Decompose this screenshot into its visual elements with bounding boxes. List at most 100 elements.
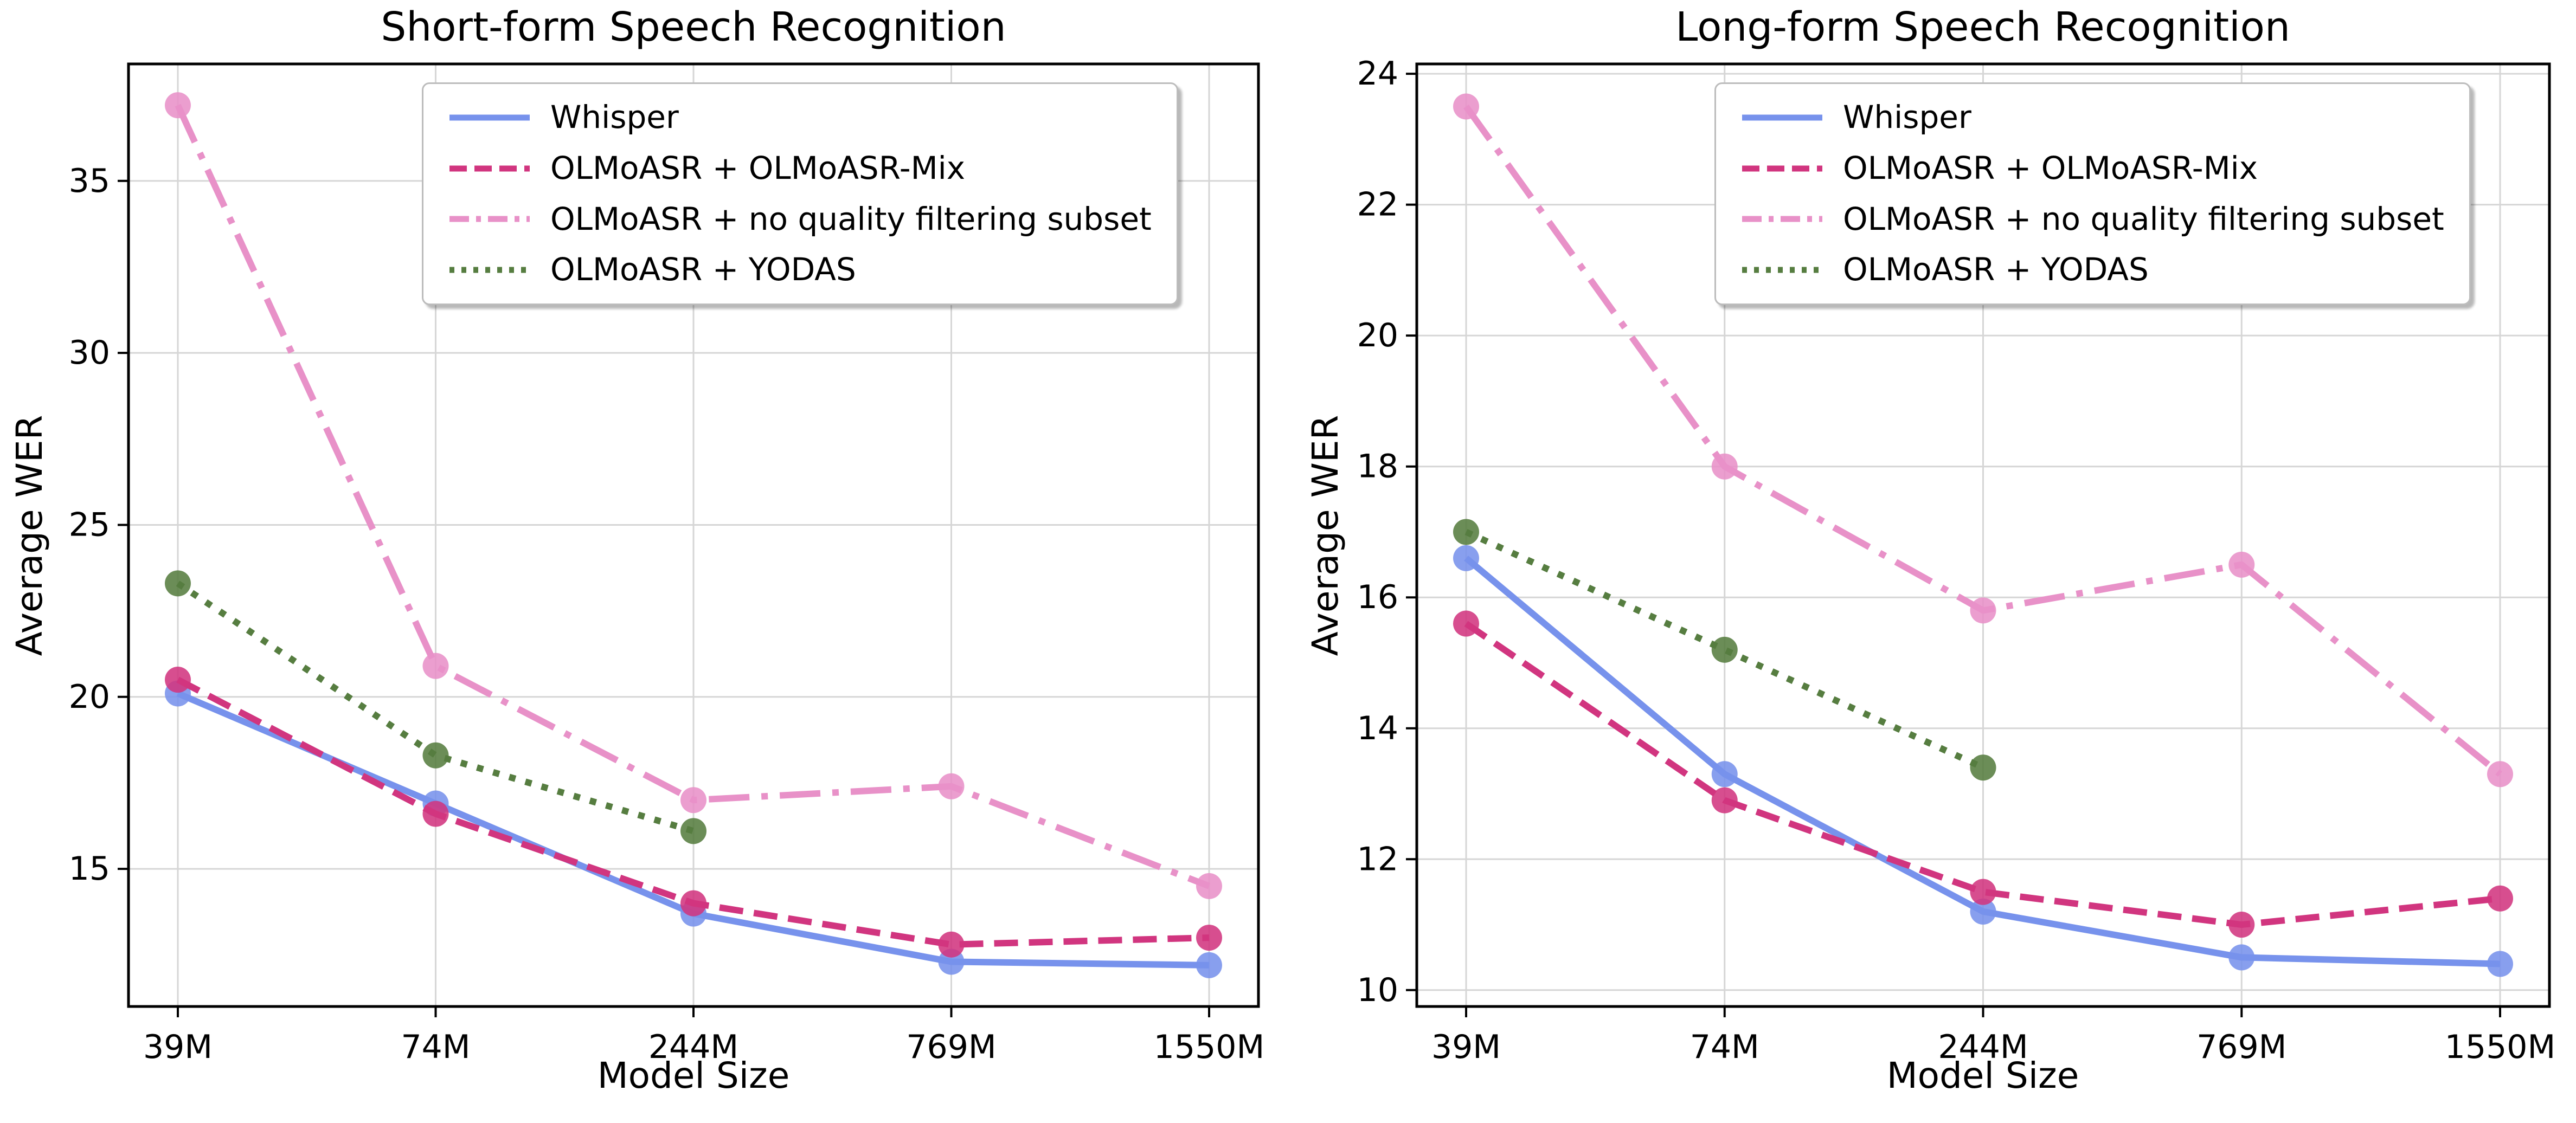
tick-marks — [118, 179, 1210, 1017]
x-tick-label: 39M — [143, 1028, 213, 1066]
legend-item-whisper: Whisper — [448, 100, 1152, 135]
legend-item-whisper: Whisper — [1741, 100, 2444, 135]
short-form-chart-title: Short-form Speech Recognition — [381, 4, 1006, 50]
series-whisper — [1453, 545, 2513, 977]
data-point-marker — [2228, 944, 2255, 971]
y-tick-label: 30 — [69, 334, 110, 372]
legend-item-label: OLMoASR + no quality filtering subset — [1843, 200, 2444, 237]
legend-item-label: OLMoASR + YODAS — [550, 251, 856, 288]
data-point-marker — [1453, 519, 1479, 545]
y-tick-label: 10 — [1357, 971, 1398, 1009]
x-tick-label: 74M — [401, 1028, 470, 1066]
y-tick-label: 20 — [1357, 317, 1398, 354]
x-tick-label: 244M — [648, 1028, 738, 1066]
tick-labels: 15 20 25 30 35 39M 74M 244M 769M 1550M — [69, 162, 1265, 1066]
data-point-marker — [1711, 453, 1738, 480]
data-point-marker — [1970, 754, 1996, 781]
legend-item-label: Whisper — [1843, 99, 1971, 135]
data-point-marker — [1196, 952, 1222, 978]
data-point-marker — [1453, 93, 1479, 120]
dashdot-line-sample-icon — [1742, 216, 1822, 222]
dotted-line-sample-icon — [1742, 267, 1822, 273]
data-point-marker — [165, 92, 191, 119]
series-line — [1464, 529, 1984, 771]
y-tick-label: 15 — [69, 850, 110, 888]
series-line — [1464, 621, 2501, 928]
series-olmoasr-no-quality-filtering-subset — [165, 92, 1222, 899]
series-olmoasr-yodas — [1453, 519, 1996, 781]
series-olmoasr-no-quality-filtering-subset — [1453, 93, 2513, 788]
data-point-marker — [2228, 551, 2255, 578]
data-point-marker — [2487, 951, 2513, 977]
x-tick-label: 769M — [906, 1028, 996, 1066]
legend-item-label: OLMoASR + YODAS — [1843, 251, 2149, 288]
x-tick-label: 39M — [1431, 1028, 1501, 1066]
legend-item-label: Whisper — [550, 99, 679, 135]
whisper-line-sample-icon — [1742, 114, 1822, 121]
y-tick-label: 16 — [1357, 578, 1398, 616]
data-point-marker — [1970, 879, 1996, 905]
y-tick-label: 24 — [1357, 55, 1398, 93]
data-point-marker — [422, 801, 449, 827]
data-point-marker — [422, 742, 449, 769]
data-point-marker — [680, 818, 706, 844]
x-tick-label: 769M — [2196, 1028, 2286, 1066]
dashed-line-sample-icon — [1742, 165, 1822, 172]
data-point-marker — [1196, 873, 1222, 899]
tick-marks — [1406, 73, 2501, 1017]
dashdot-line-sample-icon — [449, 216, 530, 222]
dotted-line-sample-icon — [449, 267, 530, 273]
legend-item-no-quality-filtering: OLMoASR + no quality filtering subset — [1741, 202, 2444, 237]
y-tick-label: 22 — [1357, 186, 1398, 224]
legend-short-form: Whisper OLMoASR + OLMoASR-Mix OLMoASR + … — [422, 82, 1178, 306]
data-point-marker — [938, 931, 965, 958]
data-point-marker — [2228, 912, 2255, 938]
legend-long-form: Whisper OLMoASR + OLMoASR-Mix OLMoASR + … — [1714, 82, 2471, 306]
x-tick-label: 1550M — [2445, 1028, 2555, 1066]
tick-labels: 10 12 14 16 18 20 22 24 39M 74M 244M 769M 1550M — [1357, 55, 2556, 1066]
legend-item-yodas: OLMoASR + YODAS — [1741, 253, 2444, 287]
legend-item-label: OLMoASR + no quality filtering subset — [550, 200, 1152, 237]
whisper-line-sample-icon — [449, 114, 530, 121]
series-olmoasr-olmoasr-mix — [1453, 610, 2513, 938]
series-olmoasr-olmoasr-mix — [165, 667, 1222, 958]
y-axis-label-short-form: Average WER — [9, 415, 50, 656]
data-point-marker — [680, 890, 706, 917]
y-tick-label: 12 — [1357, 840, 1398, 878]
legend-item-yodas: OLMoASR + YODAS — [448, 253, 1152, 287]
data-point-marker — [422, 653, 449, 679]
y-tick-label: 18 — [1357, 448, 1398, 486]
data-point-marker — [165, 667, 191, 693]
data-point-marker — [1711, 787, 1738, 814]
x-tick-label: 244M — [1938, 1028, 2028, 1066]
x-axis-label-long-form: Model Size — [1886, 1055, 2079, 1096]
dashed-line-sample-icon — [449, 165, 530, 172]
data-point-marker — [680, 787, 706, 814]
y-tick-label: 25 — [69, 506, 110, 544]
legend-item-olmoasr-mix: OLMoASR + OLMoASR-Mix — [448, 151, 1152, 186]
x-axis-label-short-form: Model Size — [597, 1055, 790, 1096]
data-point-marker — [2487, 761, 2513, 788]
data-point-marker — [938, 773, 965, 799]
data-point-marker — [165, 570, 191, 597]
y-tick-label: 35 — [69, 162, 110, 200]
series-olmoasr-yodas — [165, 570, 706, 844]
long-form-plot: 10 12 14 16 18 20 22 24 39M 74M 244M 769M 1550M — [1357, 55, 2556, 1066]
data-point-marker — [1711, 636, 1738, 663]
data-point-marker — [2487, 885, 2513, 912]
data-point-marker — [1970, 898, 1996, 925]
long-form-chart-title: Long-form Speech Recognition — [1675, 4, 2290, 50]
legend-item-no-quality-filtering: OLMoASR + no quality filtering subset — [448, 202, 1152, 237]
x-tick-label: 74M — [1690, 1028, 1759, 1066]
legend-item-olmoasr-mix: OLMoASR + OLMoASR-Mix — [1741, 151, 2444, 186]
data-point-marker — [1453, 610, 1479, 637]
y-tick-label: 20 — [69, 678, 110, 716]
legend-item-label: OLMoASR + OLMoASR-Mix — [550, 149, 966, 186]
short-form-plot: 15 20 25 30 35 39M 74M 244M 769M 1550M — [69, 62, 1265, 1066]
y-tick-label: 14 — [1357, 709, 1398, 747]
data-point-marker — [1453, 545, 1479, 571]
data-point-marker — [1711, 761, 1738, 788]
data-point-marker — [1196, 925, 1222, 951]
